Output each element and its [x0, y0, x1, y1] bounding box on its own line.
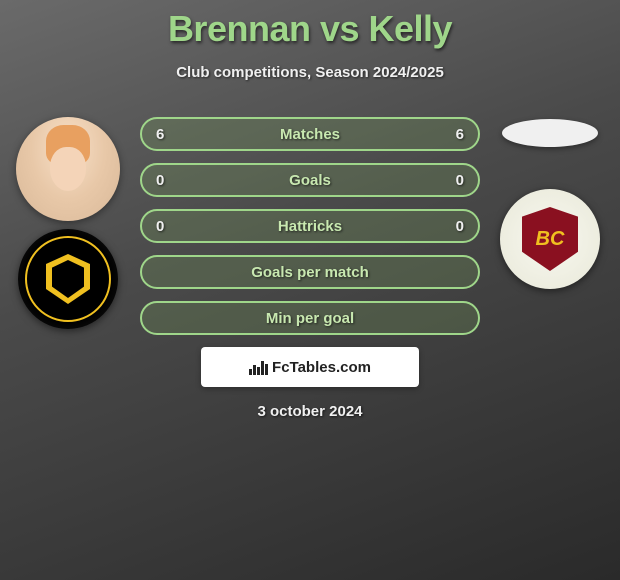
stat-right-value: 0 [440, 218, 464, 235]
left-player-column [8, 117, 128, 329]
date-label: 3 october 2024 [0, 403, 620, 420]
bar-chart-icon [249, 359, 268, 375]
stat-label: Min per goal [180, 310, 440, 327]
club-badge-text: BC [522, 207, 578, 271]
page-subtitle: Club competitions, Season 2024/2025 [0, 64, 620, 81]
stat-left-value: 0 [156, 172, 180, 189]
brand-label: FcTables.com [272, 359, 371, 376]
player-right-avatar [502, 119, 598, 147]
stat-left-value: 6 [156, 126, 180, 143]
stat-label: Matches [180, 126, 440, 143]
stat-label: Goals [180, 172, 440, 189]
stat-left-value: 0 [156, 218, 180, 235]
right-player-column: BC [490, 117, 610, 289]
stat-row-min-per-goal: Min per goal [140, 301, 480, 335]
stat-row-matches: 6 Matches 6 [140, 117, 480, 151]
comparison-panel: BC 6 Matches 6 0 Goals 0 0 Hattricks 0 G… [0, 117, 620, 420]
stat-right-value: 6 [440, 126, 464, 143]
stat-row-hattricks: 0 Hattricks 0 [140, 209, 480, 243]
stat-right-value: 0 [440, 172, 464, 189]
player-left-avatar [16, 117, 120, 221]
player-right-club-badge: BC [500, 189, 600, 289]
page-title: Brennan vs Kelly [0, 0, 620, 50]
stat-label: Hattricks [180, 218, 440, 235]
stat-label: Goals per match [180, 264, 440, 281]
player-left-club-badge [18, 229, 118, 329]
stat-row-goals-per-match: Goals per match [140, 255, 480, 289]
brand-box[interactable]: FcTables.com [201, 347, 419, 387]
stat-row-goals: 0 Goals 0 [140, 163, 480, 197]
stats-list: 6 Matches 6 0 Goals 0 0 Hattricks 0 Goal… [140, 117, 480, 335]
